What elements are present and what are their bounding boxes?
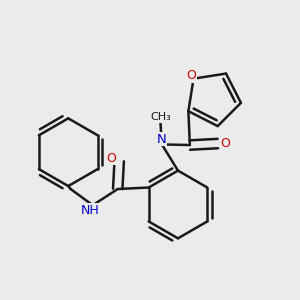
Text: NH: NH xyxy=(80,204,99,217)
Text: O: O xyxy=(220,137,230,150)
Text: N: N xyxy=(157,133,167,146)
Text: O: O xyxy=(186,69,196,82)
Text: CH₃: CH₃ xyxy=(150,112,171,122)
Text: O: O xyxy=(106,152,116,165)
